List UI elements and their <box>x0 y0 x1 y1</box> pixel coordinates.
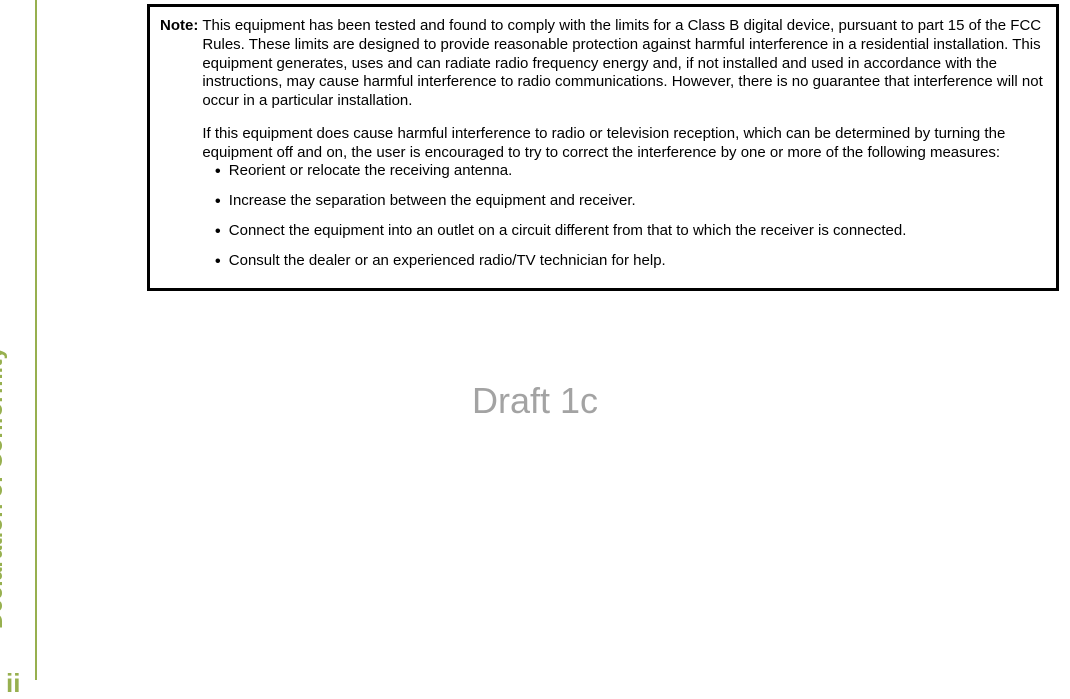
bullet-dot-icon: • <box>215 223 221 240</box>
note-paragraph-2: If this equipment does cause harmful int… <box>202 125 1046 163</box>
note-label: Note: <box>160 17 198 34</box>
bullet-text: Connect the equipment into an outlet on … <box>229 222 907 239</box>
note-box: Note: This equipment has been tested and… <box>147 4 1059 291</box>
bullet-text: Increase the separation between the equi… <box>229 192 636 209</box>
note-body: This equipment has been tested and found… <box>202 17 1046 162</box>
bullet-item: • Connect the equipment into an outlet o… <box>215 222 1046 240</box>
bullet-dot-icon: • <box>215 253 221 270</box>
bullet-dot-icon: • <box>215 193 221 210</box>
side-rule <box>35 0 37 680</box>
note-paragraph-1: This equipment has been tested and found… <box>202 17 1046 111</box>
bullet-text: Consult the dealer or an experienced rad… <box>229 252 666 269</box>
bullet-text: Reorient or relocate the receiving anten… <box>229 162 513 179</box>
bullet-dot-icon: • <box>215 163 221 180</box>
bullet-item: • Consult the dealer or an experienced r… <box>215 252 1046 270</box>
draft-watermark: Draft 1c <box>0 380 1070 422</box>
bullet-item: • Increase the separation between the eq… <box>215 192 1046 210</box>
page-number: ii <box>6 668 20 699</box>
note-bullets: • Reorient or relocate the receiving ant… <box>215 162 1046 270</box>
side-label: Declaration of Conformity <box>0 347 8 629</box>
bullet-item: • Reorient or relocate the receiving ant… <box>215 162 1046 180</box>
